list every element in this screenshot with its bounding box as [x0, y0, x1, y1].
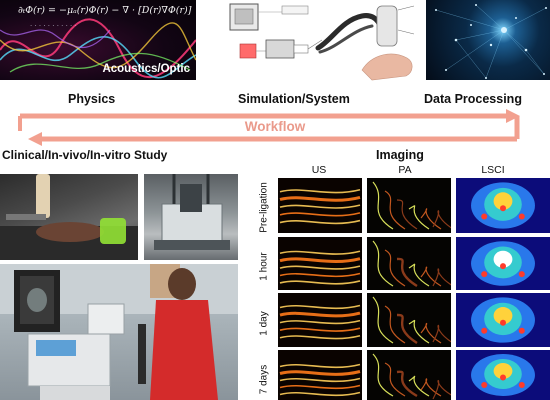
column-header-us: US [311, 164, 327, 176]
rig-graphic [154, 174, 230, 250]
image-pa-1-day [367, 293, 451, 347]
forward-arrow [20, 109, 520, 123]
image-lsci-pre-ligation [456, 178, 550, 233]
physics-image: ∂ₜΦ(r) = −μₐ(r)Φ(r) − ∇ · [D(r)∇Φ(r)] · … [0, 0, 196, 80]
in-vitro-rig-photo [144, 174, 238, 260]
column-header-lsci: LSCI [481, 164, 505, 176]
data-processing-label: Data Processing [424, 92, 522, 106]
row-label-7-days: 7 days [258, 364, 270, 395]
workflow-label: Workflow [244, 119, 306, 134]
row-label-1-hour: 1 hour [258, 252, 270, 281]
data-processing-image [426, 0, 550, 80]
row-label-1-day: 1 day [258, 311, 270, 336]
column-header-pa: PA [398, 164, 412, 176]
workflow-arrows [18, 109, 520, 146]
physics-equation: ∂ₜΦ(r) = −μₐ(r)Φ(r) − ∇ · [D(r)∇Φ(r)] [18, 5, 192, 16]
image-lsci-1-day [456, 293, 550, 347]
clinical-study-photo [0, 264, 238, 400]
mouse-scene-graphic [0, 174, 138, 260]
image-us-pre-ligation [278, 178, 362, 233]
image-lsci-7-days [456, 350, 550, 400]
physics-equation-faint: · · · · · · · · · · · [30, 22, 77, 30]
row-label-pre-ligation: Pre-ligation [258, 182, 270, 233]
return-arrow [28, 116, 520, 146]
study-label: Clinical/In-vivo/In-vitro Study [2, 148, 168, 162]
network-graphic [435, 4, 547, 79]
mouse-experiment-photo [0, 174, 138, 260]
image-lsci-1-hour [456, 237, 550, 290]
image-pa-pre-ligation [367, 178, 451, 233]
simulation-system-label: Simulation/System [238, 92, 350, 106]
image-pa-1-hour [367, 237, 451, 290]
imaging-title: Imaging [376, 148, 424, 162]
acoustic-waves-graphic [0, 18, 196, 79]
image-pa-7-days [367, 350, 451, 400]
image-us-7-days [278, 350, 362, 400]
system-setup-graphic [229, 3, 415, 81]
physics-label: Physics [68, 92, 116, 106]
image-us-1-day [278, 293, 362, 347]
clinic-scene-graphic [0, 264, 238, 400]
image-us-1-hour [278, 237, 362, 290]
system-schematic [222, 0, 418, 84]
acoustics-optic-tag: Acoustics/Optic [102, 63, 190, 75]
